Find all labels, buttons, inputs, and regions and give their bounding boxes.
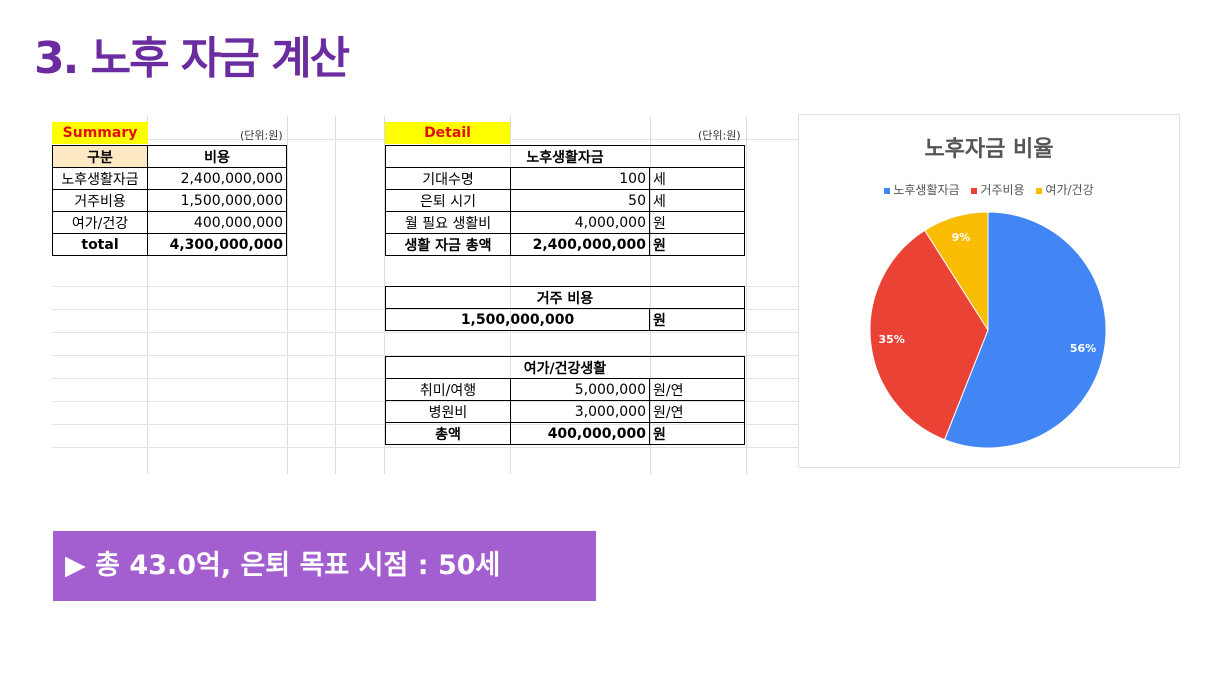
pie-label-2: 9% bbox=[952, 231, 971, 244]
pie-slice-1[interactable] bbox=[869, 229, 989, 441]
pie-label-1: 35% bbox=[878, 333, 904, 346]
summary-cell[interactable]: 노후생활자금 bbox=[52, 167, 148, 190]
housing-title[interactable]: 거주 비용 bbox=[385, 286, 745, 309]
table-row: 노후생활자금 2,400,000,000 bbox=[52, 167, 287, 190]
table-row: 기대수명 100 세 bbox=[385, 167, 745, 190]
legend-swatch-1 bbox=[971, 187, 978, 194]
living-cell[interactable]: 100 bbox=[510, 167, 650, 190]
summary-cell[interactable]: 2,400,000,000 bbox=[147, 167, 287, 190]
legend-swatch-2 bbox=[1036, 187, 1043, 194]
pie-slice-0[interactable] bbox=[943, 211, 1107, 449]
summary-cell[interactable]: 거주비용 bbox=[52, 189, 148, 212]
summary-header-cost[interactable]: 비용 bbox=[147, 145, 287, 168]
summary-total-value[interactable]: 4,300,000,000 bbox=[147, 233, 287, 256]
living-cell[interactable]: 2,400,000,000 bbox=[510, 233, 650, 256]
leisure-cell[interactable]: 병원비 bbox=[385, 400, 511, 423]
living-cell[interactable]: 세 bbox=[649, 167, 745, 190]
summary-banner: ▶ 총 43.0억, 은퇴 목표 시점 : 50세 bbox=[53, 531, 596, 601]
living-cell[interactable]: 50 bbox=[510, 189, 650, 212]
summary-cell[interactable]: 400,000,000 bbox=[147, 211, 287, 234]
pie-slice-2[interactable] bbox=[924, 211, 989, 332]
detail-label: Detail bbox=[385, 122, 510, 144]
table-row: 월 필요 생활비 4,000,000 원 bbox=[385, 211, 745, 234]
table-row: 거주비용 1,500,000,000 bbox=[52, 189, 287, 212]
living-cell[interactable]: 월 필요 생활비 bbox=[385, 211, 511, 234]
table-row: 생활 자금 총액 2,400,000,000 원 bbox=[385, 233, 745, 256]
pie-label-0: 56% bbox=[1070, 342, 1096, 355]
page-title: 3. 노후 자금 계산 bbox=[34, 33, 350, 84]
leisure-cell[interactable]: 원/연 bbox=[649, 400, 745, 423]
living-title[interactable]: 노후생활자금 bbox=[385, 145, 745, 168]
living-cell[interactable]: 생활 자금 총액 bbox=[385, 233, 511, 256]
legend-item: 여가/건강 bbox=[1036, 183, 1094, 197]
living-cell[interactable]: 기대수명 bbox=[385, 167, 511, 190]
housing-unit[interactable]: 원 bbox=[649, 308, 745, 331]
leisure-cell[interactable]: 400,000,000 bbox=[510, 422, 650, 445]
summary-label: Summary bbox=[52, 122, 148, 144]
table-row: 취미/여행 5,000,000 원/연 bbox=[385, 378, 745, 401]
leisure-cell[interactable]: 원/연 bbox=[649, 378, 745, 401]
living-cell[interactable]: 4,000,000 bbox=[510, 211, 650, 234]
detail-unit: (단위:원) bbox=[698, 129, 741, 142]
leisure-cell[interactable]: 총액 bbox=[385, 422, 511, 445]
leisure-cell[interactable]: 3,000,000 bbox=[510, 400, 650, 423]
summary-cell[interactable]: 1,500,000,000 bbox=[147, 189, 287, 212]
leisure-title[interactable]: 여가/건강생활 bbox=[385, 356, 745, 379]
summary-total-label[interactable]: total bbox=[52, 233, 148, 256]
spreadsheet-area: Summary (단위:원) 구분 비용 노후생활자금 2,400,000,00… bbox=[52, 116, 798, 474]
summary-unit: (단위:원) bbox=[240, 129, 283, 142]
legend-swatch-0 bbox=[884, 187, 891, 194]
living-cell[interactable]: 원 bbox=[649, 233, 745, 256]
table-row: 1,500,000,000 원 bbox=[385, 308, 745, 331]
legend-item: 거주비용 bbox=[971, 183, 1025, 197]
leisure-cell[interactable]: 취미/여행 bbox=[385, 378, 511, 401]
living-table: 노후생활자금 기대수명 100 세 은퇴 시기 50 세 월 필요 생활비 4,… bbox=[385, 145, 745, 256]
summary-cell[interactable]: 여가/건강 bbox=[52, 211, 148, 234]
housing-value[interactable]: 1,500,000,000 bbox=[385, 308, 650, 331]
leisure-table: 여가/건강생활 취미/여행 5,000,000 원/연 병원비 3,000,00… bbox=[385, 356, 745, 445]
table-row: 병원비 3,000,000 원/연 bbox=[385, 400, 745, 423]
chart-title: 노후자금 비율 bbox=[924, 137, 1054, 162]
table-row: total 4,300,000,000 bbox=[52, 233, 287, 256]
table-row: 여가/건강 400,000,000 bbox=[52, 211, 287, 234]
legend-item: 노후생활자금 bbox=[884, 183, 960, 197]
table-row: 은퇴 시기 50 세 bbox=[385, 189, 745, 212]
table-row: 총액 400,000,000 원 bbox=[385, 422, 745, 445]
summary-header-category[interactable]: 구분 bbox=[52, 145, 148, 168]
housing-table: 거주 비용 1,500,000,000 원 bbox=[385, 286, 745, 331]
living-cell[interactable]: 원 bbox=[649, 211, 745, 234]
summary-table: 구분 비용 노후생활자금 2,400,000,000 거주비용 1,500,00… bbox=[52, 145, 287, 256]
pie-svg: 56% 35% 9% bbox=[869, 211, 1107, 449]
leisure-cell[interactable]: 원 bbox=[649, 422, 745, 445]
pie-chart[interactable]: 노후자금 비율 노후생활자금 거주비용 여가/건강 56% 35% 9% bbox=[798, 114, 1180, 468]
leisure-cell[interactable]: 5,000,000 bbox=[510, 378, 650, 401]
chart-legend: 노후생활자금 거주비용 여가/건강 bbox=[799, 181, 1179, 198]
living-cell[interactable]: 은퇴 시기 bbox=[385, 189, 511, 212]
living-cell[interactable]: 세 bbox=[649, 189, 745, 212]
